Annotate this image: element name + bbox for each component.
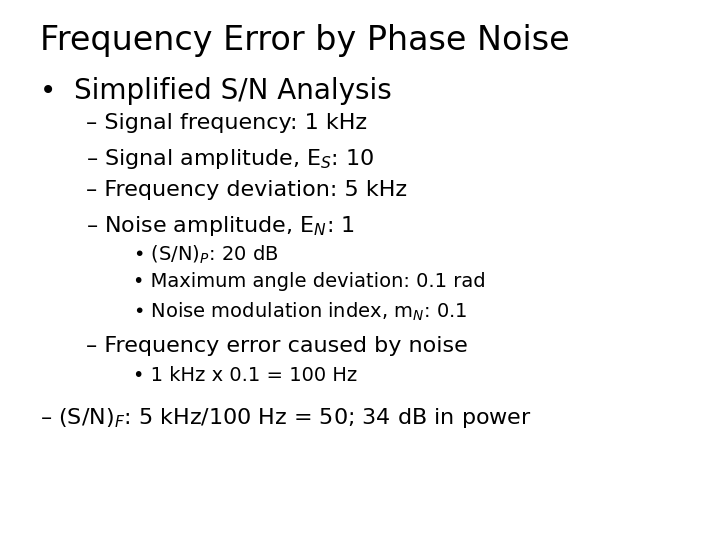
- Text: Frequency Error by Phase Noise: Frequency Error by Phase Noise: [40, 24, 570, 57]
- Text: • 1 kHz x 0.1 = 100 Hz: • 1 kHz x 0.1 = 100 Hz: [133, 366, 357, 385]
- Text: – Signal frequency: 1 kHz: – Signal frequency: 1 kHz: [86, 113, 367, 133]
- Text: • Maximum angle deviation: 0.1 rad: • Maximum angle deviation: 0.1 rad: [133, 272, 486, 291]
- Text: – Signal amplitude, E$_S$: 10: – Signal amplitude, E$_S$: 10: [86, 147, 375, 171]
- Text: – Frequency deviation: 5 kHz: – Frequency deviation: 5 kHz: [86, 180, 408, 200]
- Text: – Noise amplitude, E$_N$: 1: – Noise amplitude, E$_N$: 1: [86, 214, 355, 238]
- Text: – Frequency error caused by noise: – Frequency error caused by noise: [86, 336, 468, 356]
- Text: • Noise modulation index, m$_N$: 0.1: • Noise modulation index, m$_N$: 0.1: [133, 300, 468, 322]
- Text: • (S/N)$_P$: 20 dB: • (S/N)$_P$: 20 dB: [133, 244, 279, 266]
- Text: •  Simplified S/N Analysis: • Simplified S/N Analysis: [40, 77, 392, 105]
- Text: – (S/N)$_F$: 5 kHz/100 Hz = 50; 34 dB in power: – (S/N)$_F$: 5 kHz/100 Hz = 50; 34 dB in…: [40, 406, 531, 430]
